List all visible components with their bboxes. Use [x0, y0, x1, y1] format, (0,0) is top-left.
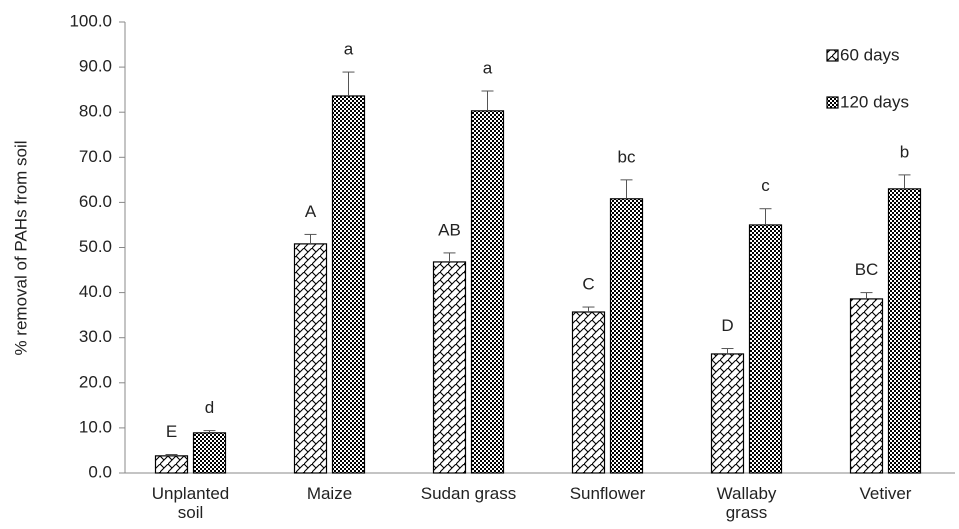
significance-letter: a — [344, 40, 354, 59]
significance-letter: d — [205, 398, 214, 417]
error-bar — [443, 252, 456, 262]
error-bar — [481, 90, 494, 111]
significance-letter: E — [166, 422, 177, 441]
legend-label: 60 days — [840, 45, 900, 64]
y-tick-label: 10.0 — [79, 417, 112, 436]
y-tick-label: 60.0 — [79, 192, 112, 211]
x-tick-label: Sudan grass — [420, 484, 517, 503]
y-tick-label: 90.0 — [79, 57, 112, 76]
legend-swatch — [826, 49, 839, 62]
error-bar — [898, 174, 911, 189]
error-bar — [759, 208, 772, 225]
significance-letter: a — [483, 58, 493, 77]
bar — [571, 311, 606, 474]
error-bar — [582, 306, 595, 312]
significance-letter: c — [761, 176, 770, 195]
bar — [293, 243, 328, 474]
bar — [154, 455, 189, 474]
y-tick-label: 40.0 — [79, 282, 112, 301]
y-tick-label: 20.0 — [79, 372, 112, 391]
significance-letter: D — [721, 316, 733, 335]
error-bar — [203, 430, 216, 433]
bar — [432, 261, 467, 474]
x-tick-label: Sunflower — [569, 484, 646, 503]
error-bar — [304, 233, 317, 244]
y-axis-label: % removal of PAHs from soil — [11, 140, 30, 355]
x-tick-label: Maize — [306, 484, 353, 503]
error-bar — [342, 71, 355, 96]
y-tick-label: 30.0 — [79, 327, 112, 346]
bar — [331, 95, 366, 474]
bar — [609, 198, 644, 474]
bar — [887, 188, 922, 474]
significance-letter: C — [582, 275, 594, 294]
bar — [849, 298, 884, 474]
x-tick-label: Wallaby grass — [716, 484, 777, 522]
x-tick-label: Unplanted soil — [151, 484, 230, 522]
bar — [192, 432, 227, 474]
bar — [710, 353, 745, 474]
significance-letter: AB — [438, 220, 461, 239]
y-tick-label: 0.0 — [88, 462, 112, 481]
error-bar — [620, 179, 633, 199]
y-tick-label: 100.0 — [69, 11, 112, 30]
error-bar — [721, 348, 734, 354]
y-tick-label: 50.0 — [79, 237, 112, 256]
legend-swatch — [826, 96, 839, 109]
error-bar — [860, 292, 873, 299]
significance-letter: b — [900, 142, 909, 161]
y-tick-label: 80.0 — [79, 102, 112, 121]
x-tick-label: Vetiver — [859, 484, 912, 503]
bar — [748, 224, 783, 474]
error-bar — [165, 454, 178, 456]
significance-letter: A — [305, 202, 317, 221]
significance-letter: bc — [618, 147, 636, 166]
significance-letter: BC — [855, 260, 879, 279]
legend-label: 120 days — [840, 92, 909, 111]
bar — [470, 110, 505, 474]
y-tick-label: 70.0 — [79, 147, 112, 166]
